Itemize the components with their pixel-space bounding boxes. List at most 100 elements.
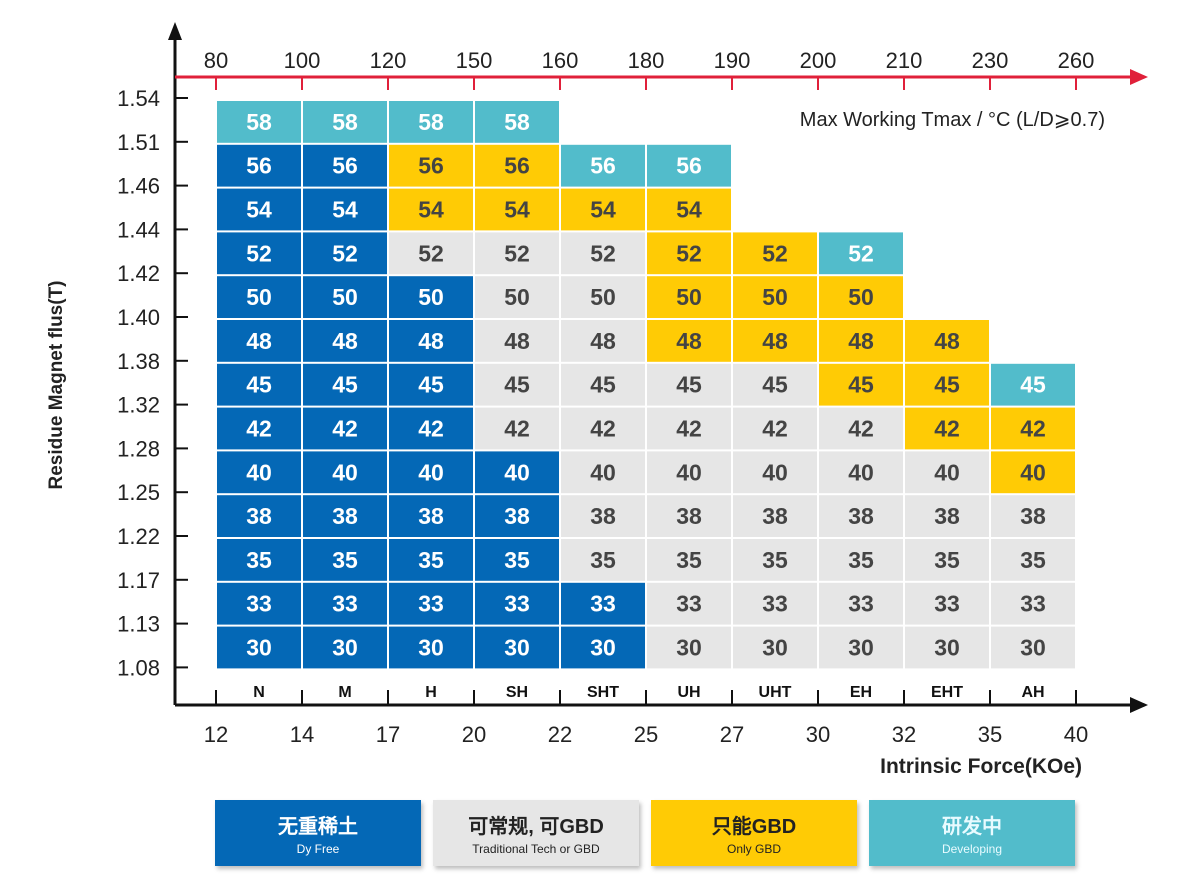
cell-value: 45 xyxy=(246,372,272,398)
grade-cell xyxy=(217,407,301,450)
grade-cell xyxy=(647,232,731,275)
grade-cell xyxy=(647,539,731,581)
top-tick-label: 210 xyxy=(886,48,923,73)
cell-value: 42 xyxy=(332,416,358,442)
grade-cell xyxy=(819,582,903,625)
cell-value: 45 xyxy=(676,372,702,398)
cell-value: 35 xyxy=(590,547,616,573)
grade-cell xyxy=(991,363,1075,406)
bottom-tick-label: 22 xyxy=(548,722,572,747)
x-axis-arrow-icon xyxy=(1130,697,1148,713)
cell-value: 45 xyxy=(332,372,358,398)
y-tick-label: 1.08 xyxy=(117,655,160,680)
grade-cell xyxy=(303,101,387,143)
grade-cell xyxy=(389,451,473,494)
cell-value: 52 xyxy=(418,240,444,266)
cell-value: 48 xyxy=(934,328,960,354)
grade-label: SHT xyxy=(587,684,619,701)
cell-value: 40 xyxy=(762,459,788,485)
y-tick-label: 1.40 xyxy=(117,305,160,330)
grade-cell xyxy=(905,495,989,537)
cell-value: 38 xyxy=(762,503,788,529)
grade-cell xyxy=(475,495,559,537)
top-tick-label: 260 xyxy=(1058,48,1095,73)
y-tick-label: 1.25 xyxy=(117,480,160,505)
cell-value: 45 xyxy=(934,372,960,398)
cell-value: 42 xyxy=(418,416,444,442)
cell-value: 50 xyxy=(332,284,358,310)
cell-value: 40 xyxy=(848,459,874,485)
bottom-tick-label: 20 xyxy=(462,722,486,747)
legend-label-zh: 无重稀土 xyxy=(278,816,358,838)
legend-label-en: Developing xyxy=(941,842,1003,856)
grade-cell xyxy=(303,363,387,406)
cell-value: 38 xyxy=(418,503,444,529)
grade-cell xyxy=(991,495,1075,537)
top-tick-label: 120 xyxy=(370,48,407,73)
cell-value: 56 xyxy=(332,153,358,179)
cell-value: 38 xyxy=(848,503,874,529)
grade-cell xyxy=(561,495,645,537)
grade-cell xyxy=(905,626,989,669)
cell-value: 45 xyxy=(848,372,874,398)
grade-cell xyxy=(733,626,817,669)
top-tick-label: 80 xyxy=(204,48,228,73)
grade-cell xyxy=(819,232,903,275)
cell-value: 50 xyxy=(504,284,530,310)
cell-value: 52 xyxy=(590,240,616,266)
bottom-tick-label: 30 xyxy=(806,722,830,747)
cell-value: 54 xyxy=(418,197,444,223)
grade-cell xyxy=(647,144,731,187)
cell-value: 33 xyxy=(246,591,272,617)
cell-value: 30 xyxy=(762,635,788,661)
grade-cell xyxy=(905,582,989,625)
cell-value: 42 xyxy=(504,416,530,442)
grade-label: H xyxy=(425,684,437,701)
grade-cell xyxy=(303,626,387,669)
grade-cell xyxy=(475,276,559,318)
cell-value: 30 xyxy=(332,635,358,661)
cell-value: 30 xyxy=(418,635,444,661)
grade-cell xyxy=(475,582,559,625)
cell-value: 42 xyxy=(246,416,272,442)
y-tick-label: 1.38 xyxy=(117,349,160,374)
grade-cell xyxy=(647,582,731,625)
top-axis-title: Max Working Tmax / °C (L/D⩾0.7) xyxy=(800,109,1105,131)
grade-cell xyxy=(217,144,301,187)
top-tick-label: 150 xyxy=(456,48,493,73)
grade-cell xyxy=(819,320,903,362)
cell-value: 35 xyxy=(848,547,874,573)
grade-cell xyxy=(647,407,731,450)
bottom-tick-label: 12 xyxy=(204,722,228,747)
grade-cell xyxy=(303,582,387,625)
grade-cell xyxy=(475,320,559,362)
grade-cell xyxy=(389,232,473,275)
cell-value: 54 xyxy=(676,197,702,223)
grade-cell xyxy=(561,276,645,318)
cell-value: 35 xyxy=(246,547,272,573)
cell-value: 33 xyxy=(848,591,874,617)
cell-value: 56 xyxy=(676,153,702,179)
grade-cell xyxy=(475,188,559,231)
grade-cell xyxy=(303,320,387,362)
bottom-tick-label: 40 xyxy=(1064,722,1088,747)
grade-label: UH xyxy=(677,684,700,701)
cell-value: 38 xyxy=(246,503,272,529)
cell-value: 38 xyxy=(590,503,616,529)
grade-cell xyxy=(647,363,731,406)
cell-value: 58 xyxy=(332,109,358,135)
y-tick-label: 1.17 xyxy=(117,568,160,593)
top-tick-label: 230 xyxy=(972,48,1009,73)
y-tick-label: 1.32 xyxy=(117,393,160,418)
y-axis-arrow-icon xyxy=(168,22,182,40)
cell-value: 35 xyxy=(504,547,530,573)
grade-cell xyxy=(217,320,301,362)
cell-value: 40 xyxy=(1020,459,1046,485)
cell-value: 56 xyxy=(504,153,530,179)
grade-label: EHT xyxy=(931,684,963,701)
grade-label: M xyxy=(338,684,351,701)
cell-value: 33 xyxy=(590,591,616,617)
cell-value: 52 xyxy=(332,240,358,266)
cell-value: 50 xyxy=(848,284,874,310)
grade-cell xyxy=(819,276,903,318)
